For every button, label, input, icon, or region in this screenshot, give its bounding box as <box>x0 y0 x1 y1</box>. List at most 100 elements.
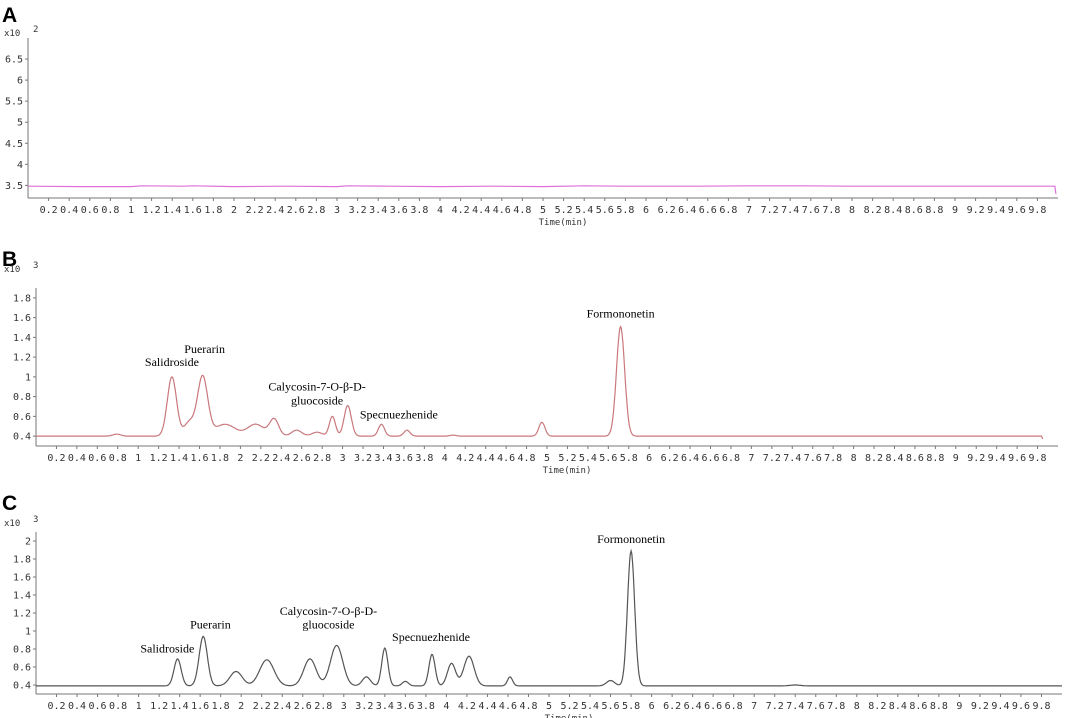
y-scale-exponent: 3 <box>33 261 38 271</box>
x-tick-label: 3.2 <box>354 453 372 464</box>
x-tick-label: 6.8 <box>725 701 743 712</box>
x-tick-label: 1 <box>128 205 134 216</box>
x-tick-label: 0.8 <box>109 701 127 712</box>
x-axis-title: Time(min) <box>543 466 592 476</box>
x-tick-label: 1.4 <box>170 453 188 464</box>
x-tick-label: 5.2 <box>558 453 576 464</box>
x-tick-label: 6.6 <box>704 701 722 712</box>
y-tick-label: 2 <box>25 537 31 548</box>
x-tick-label: 2.2 <box>246 205 264 216</box>
x-tick-label: 2 <box>231 205 237 216</box>
panel-letter: A <box>2 4 17 27</box>
y-tick-label: 1.6 <box>13 573 31 584</box>
x-tick-label: 4 <box>443 701 449 712</box>
x-tick-label: 7.2 <box>761 205 779 216</box>
x-tick-label: 4.4 <box>477 453 495 464</box>
x-tick-label: 4.6 <box>499 701 517 712</box>
peak-label: Formononetin <box>597 532 665 546</box>
x-tick-label: 7.4 <box>781 205 799 216</box>
x-tick-label: 6.6 <box>701 453 719 464</box>
x-tick-label: 1 <box>136 701 142 712</box>
x-tick-label: 9.6 <box>1008 205 1026 216</box>
x-tick-label: 7.8 <box>824 453 842 464</box>
x-tick-label: 0.4 <box>68 453 86 464</box>
x-tick-label: 2.8 <box>307 205 325 216</box>
x-tick-label: 7.8 <box>827 701 845 712</box>
x-tick-label: 1.4 <box>171 701 189 712</box>
x-tick-label: 8.2 <box>868 701 886 712</box>
y-tick-label: 1.8 <box>13 293 31 304</box>
x-tick-label: 2.2 <box>252 453 270 464</box>
x-tick-label: 4.2 <box>458 701 476 712</box>
x-tick-label: 2.6 <box>293 453 311 464</box>
y-scale-exponent: 3 <box>33 515 38 525</box>
x-tick-label: 9.4 <box>988 453 1006 464</box>
y-scale-exponent: 2 <box>33 25 38 35</box>
y-scale-label: x10 <box>4 265 20 275</box>
x-tick-label: 5.6 <box>599 453 617 464</box>
x-tick-label: 3.4 <box>374 453 392 464</box>
x-tick-label: 5 <box>540 205 546 216</box>
x-tick-label: 3.6 <box>395 453 413 464</box>
x-axis-title: Time(min) <box>545 714 594 718</box>
x-tick-label: 0.4 <box>60 205 78 216</box>
x-tick-label: 6.4 <box>681 453 699 464</box>
chromatogram-trace <box>27 185 1057 194</box>
x-tick-label: 6.8 <box>719 205 737 216</box>
chromatogram-trace <box>36 548 1062 687</box>
x-tick-label: 3.6 <box>390 205 408 216</box>
y-tick-label: 4.5 <box>5 139 23 150</box>
y-tick-label: 3.5 <box>5 181 23 192</box>
x-tick-label: 8.4 <box>885 453 903 464</box>
x-tick-label: 2.2 <box>253 701 271 712</box>
y-tick-label: 1.4 <box>13 591 31 602</box>
x-tick-label: 8.8 <box>925 205 943 216</box>
x-tick-label: 8.2 <box>865 453 883 464</box>
x-tick-label: 7 <box>751 701 757 712</box>
x-tick-label: 9.6 <box>1012 701 1030 712</box>
x-tick-label: 8.2 <box>864 205 882 216</box>
y-tick-label: 1.8 <box>13 555 31 566</box>
x-tick-label: 9.2 <box>967 453 985 464</box>
x-tick-label: 7.2 <box>763 453 781 464</box>
x-tick-label: 4.2 <box>452 205 470 216</box>
x-tick-label: 9.8 <box>1028 205 1046 216</box>
x-tick-label: 2.6 <box>287 205 305 216</box>
y-scale-label: x10 <box>4 29 20 39</box>
x-tick-label: 9.2 <box>971 701 989 712</box>
x-tick-label: 1.6 <box>190 453 208 464</box>
x-tick-label: 6.2 <box>661 453 679 464</box>
y-tick-label: 1 <box>25 372 31 383</box>
y-tick-label: 0.6 <box>13 412 31 423</box>
y-tick-label: 0.6 <box>13 663 31 674</box>
x-tick-label: 8.6 <box>909 701 927 712</box>
x-tick-label: 9.8 <box>1032 701 1050 712</box>
x-tick-label: 7 <box>746 205 752 216</box>
x-tick-label: 8.4 <box>884 205 902 216</box>
x-tick-label: 5.6 <box>602 701 620 712</box>
y-tick-label: 0.8 <box>13 392 31 403</box>
x-tick-label: 3.8 <box>410 205 428 216</box>
y-tick-label: 4 <box>17 160 23 171</box>
x-tick-label: 7.4 <box>786 701 804 712</box>
x-tick-label: 5.8 <box>616 205 634 216</box>
x-axis-title: Time(min) <box>539 218 588 228</box>
x-tick-label: 6.4 <box>678 205 696 216</box>
x-tick-label: 6.6 <box>699 205 717 216</box>
peak-label: gluocoside <box>302 617 354 631</box>
peak-label: Specnuezhenide <box>360 407 438 421</box>
peak-label: Puerarin <box>184 342 225 356</box>
x-tick-label: 3.2 <box>349 205 367 216</box>
x-tick-label: 1.4 <box>163 205 181 216</box>
x-tick-label: 8.6 <box>906 453 924 464</box>
chromatogram-trace <box>36 325 1044 440</box>
x-tick-label: 0.6 <box>81 205 99 216</box>
x-tick-label: 5.8 <box>622 701 640 712</box>
x-tick-label: 9 <box>953 453 959 464</box>
peak-label: Calycosin-7-O-β-D- <box>268 380 365 394</box>
x-tick-label: 9 <box>956 701 962 712</box>
x-tick-label: 6 <box>643 205 649 216</box>
